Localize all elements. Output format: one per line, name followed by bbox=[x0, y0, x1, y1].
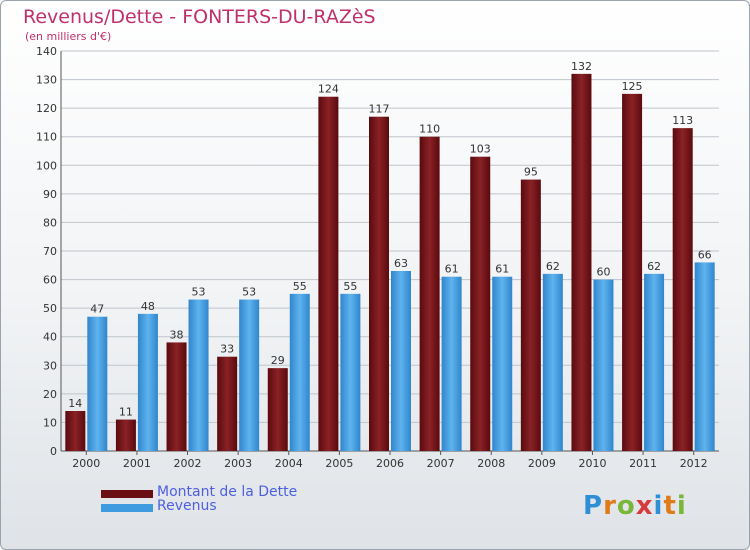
logo-letter: i bbox=[676, 491, 687, 521]
y-tick-label: 110 bbox=[36, 131, 57, 144]
data-label-dette: 33 bbox=[220, 343, 234, 356]
y-tick-label: 100 bbox=[36, 159, 57, 172]
legend-swatch-dette bbox=[101, 490, 153, 498]
bar-revenus bbox=[239, 299, 260, 451]
bar-revenus bbox=[441, 276, 462, 451]
y-tick-label: 70 bbox=[43, 245, 57, 258]
data-label-dette: 110 bbox=[419, 123, 440, 136]
data-label-dette: 38 bbox=[170, 328, 184, 341]
logo-letter: o bbox=[616, 491, 636, 521]
proxiti-logo: Proxiti bbox=[583, 491, 687, 521]
bar-dette bbox=[672, 128, 693, 451]
chart-subtitle: (en milliers d'€) bbox=[25, 30, 112, 43]
data-label-dette: 14 bbox=[68, 397, 82, 410]
bar-revenus bbox=[391, 271, 411, 451]
data-label-revenus: 62 bbox=[546, 260, 560, 273]
x-tick-label: 2011 bbox=[629, 457, 657, 470]
data-label-revenus: 61 bbox=[495, 263, 509, 276]
data-label-dette: 11 bbox=[119, 406, 133, 419]
bar-revenus bbox=[694, 262, 715, 451]
y-tick-label: 140 bbox=[36, 45, 57, 58]
y-tick-label: 0 bbox=[50, 445, 57, 458]
x-tick-label: 2008 bbox=[477, 457, 505, 470]
x-tick-label: 2009 bbox=[528, 457, 556, 470]
x-tick-label: 2003 bbox=[224, 457, 252, 470]
x-tick-label: 2010 bbox=[578, 457, 606, 470]
data-label-dette: 113 bbox=[672, 114, 693, 127]
y-tick-label: 20 bbox=[43, 388, 57, 401]
data-label-dette: 95 bbox=[524, 166, 538, 179]
bar-dette bbox=[65, 411, 86, 451]
logo-letter: t bbox=[663, 491, 677, 521]
data-label-dette: 132 bbox=[571, 60, 592, 73]
bar-revenus bbox=[593, 279, 614, 451]
x-tick-label: 2001 bbox=[123, 457, 151, 470]
legend-label-revenus: Revenus bbox=[157, 498, 217, 514]
x-tick-label: 2005 bbox=[325, 457, 353, 470]
bar-dette bbox=[318, 96, 339, 451]
logo-letter: x bbox=[635, 491, 654, 521]
data-label-revenus: 53 bbox=[192, 286, 206, 299]
bar-revenus bbox=[542, 273, 563, 451]
bar-revenus bbox=[289, 293, 310, 451]
data-label-revenus: 66 bbox=[698, 248, 712, 261]
data-label-revenus: 53 bbox=[242, 286, 256, 299]
data-label-dette: 124 bbox=[318, 83, 339, 96]
bar-revenus bbox=[340, 293, 361, 451]
bar-revenus bbox=[188, 299, 209, 451]
y-tick-label: 50 bbox=[43, 302, 57, 315]
legend-label-dette: Montant de la Dette bbox=[157, 484, 298, 500]
data-label-dette: 117 bbox=[369, 103, 390, 116]
logo-letter: i bbox=[653, 491, 664, 521]
data-label-dette: 103 bbox=[470, 143, 491, 156]
bar-dette bbox=[622, 93, 643, 451]
y-tick-label: 10 bbox=[43, 416, 57, 429]
x-tick-label: 2004 bbox=[275, 457, 303, 470]
bar-dette bbox=[369, 116, 389, 451]
x-tick-label: 2007 bbox=[427, 457, 455, 470]
bar-dette bbox=[217, 356, 238, 451]
x-tick-label: 2002 bbox=[174, 457, 202, 470]
logo-letter: r bbox=[603, 491, 617, 521]
data-label-revenus: 55 bbox=[343, 280, 357, 293]
data-label-revenus: 63 bbox=[394, 257, 408, 270]
x-tick-label: 2012 bbox=[680, 457, 708, 470]
bar-revenus bbox=[644, 273, 665, 451]
bar-dette bbox=[571, 73, 592, 451]
legend-swatch-revenus bbox=[101, 504, 153, 512]
x-tick-label: 2000 bbox=[72, 457, 100, 470]
bar-revenus bbox=[137, 313, 158, 451]
data-label-dette: 125 bbox=[622, 80, 643, 93]
data-label-revenus: 47 bbox=[90, 303, 104, 316]
bar-dette bbox=[115, 419, 136, 451]
bar-dette bbox=[267, 368, 288, 451]
bar-dette bbox=[470, 156, 491, 451]
bar-dette bbox=[520, 179, 541, 452]
bar-revenus bbox=[87, 316, 108, 451]
data-label-revenus: 48 bbox=[141, 300, 155, 313]
y-tick-label: 90 bbox=[43, 188, 57, 201]
y-tick-label: 30 bbox=[43, 359, 57, 372]
data-label-dette: 29 bbox=[271, 354, 285, 367]
y-tick-label: 40 bbox=[43, 331, 57, 344]
y-tick-label: 60 bbox=[43, 274, 57, 287]
data-label-revenus: 61 bbox=[445, 263, 459, 276]
x-tick-label: 2006 bbox=[376, 457, 404, 470]
data-label-revenus: 55 bbox=[293, 280, 307, 293]
chart-title: Revenus/Dette - FONTERS-DU-RAZèS bbox=[23, 6, 376, 28]
data-label-revenus: 60 bbox=[596, 266, 610, 279]
logo-letter: P bbox=[583, 491, 604, 521]
y-tick-label: 80 bbox=[43, 216, 57, 229]
bar-revenus bbox=[492, 276, 513, 451]
bar-dette bbox=[419, 136, 440, 451]
data-label-revenus: 62 bbox=[647, 260, 661, 273]
bar-dette bbox=[166, 342, 187, 451]
y-tick-label: 120 bbox=[36, 102, 57, 115]
y-tick-label: 130 bbox=[36, 74, 57, 87]
